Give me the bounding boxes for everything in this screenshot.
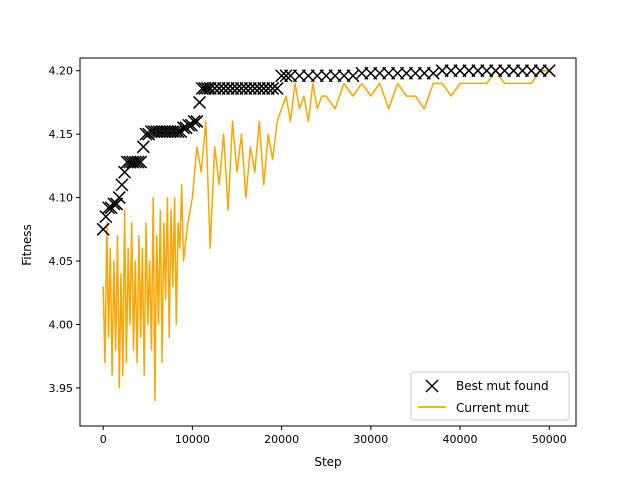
y-axis-label: Fitness	[20, 224, 34, 266]
best-mut-marker-stroke	[346, 69, 360, 83]
series-line-current-mut	[102, 69, 550, 402]
y-tick-label: 4.15	[49, 128, 74, 141]
plot-inner	[96, 64, 556, 402]
best-mut-marker	[104, 201, 118, 215]
best-mut-marker-stroke	[279, 69, 293, 83]
best-mut-marker-stroke	[187, 114, 201, 128]
best-mut-marker-stroke	[266, 81, 280, 95]
best-mut-marker	[174, 125, 188, 139]
x-tick-label: 40000	[443, 433, 478, 446]
best-mut-marker-stroke	[128, 155, 142, 169]
y-tick-label: 4.05	[49, 255, 74, 268]
best-mut-marker-stroke	[136, 140, 150, 154]
best-mut-marker	[118, 165, 132, 179]
best-mut-marker	[270, 81, 284, 95]
best-mut-marker-stroke	[174, 125, 188, 139]
y-tick-label: 4.00	[49, 318, 74, 331]
best-mut-marker	[168, 125, 182, 139]
best-mut-marker-stroke	[134, 155, 148, 169]
best-mut-marker	[134, 155, 148, 169]
best-mut-marker-stroke	[131, 155, 145, 169]
axes-border	[79, 57, 577, 427]
y-tick-label: 4.10	[49, 192, 74, 205]
best-mut-marker	[128, 155, 142, 169]
best-mut-marker	[136, 140, 150, 154]
best-mut-marker-stroke	[171, 125, 185, 139]
best-mut-marker-stroke	[102, 201, 116, 215]
best-mut-marker	[115, 178, 129, 192]
best-mut-marker-stroke	[115, 178, 129, 192]
x-tick-label: 10000	[175, 433, 210, 446]
best-mut-marker	[198, 81, 212, 95]
axes-frame	[79, 57, 577, 427]
y-axis-ticks: 3.95 4.00 4.05 4.10 4.15 4.20	[49, 65, 80, 395]
best-mut-marker-stroke	[190, 114, 204, 128]
best-mut-marker-stroke	[184, 118, 199, 132]
best-mut-marker-stroke	[104, 201, 118, 215]
best-mut-marker	[171, 125, 185, 139]
best-mut-marker	[96, 222, 110, 236]
legend-box	[410, 371, 570, 421]
best-mut-marker	[346, 69, 360, 83]
best-mut-marker	[279, 69, 293, 83]
y-tick-label: 4.20	[49, 65, 74, 78]
best-mut-marker	[182, 118, 196, 132]
x-tick-label: 30000	[353, 433, 388, 446]
best-mut-marker-stroke	[270, 81, 284, 95]
best-mut-marker	[266, 81, 280, 95]
best-mut-marker	[190, 114, 204, 128]
best-mut-marker	[102, 201, 116, 215]
best-mut-marker-stroke	[99, 210, 113, 224]
x-tick-label: 50000	[532, 433, 567, 446]
best-mut-marker-stroke	[426, 66, 440, 80]
legend-label-current-mut: Current mut	[456, 401, 529, 415]
x-axis-ticks: 0 10000 20000 30000 40000 50000	[100, 426, 567, 446]
y-tick-label: 3.95	[49, 382, 74, 395]
plot-area	[96, 64, 556, 402]
x-axis-label: Step	[314, 455, 341, 469]
best-mut-marker	[193, 95, 207, 109]
best-mut-marker-stroke	[96, 222, 110, 236]
best-mut-marker-stroke	[198, 81, 212, 95]
best-mut-marker	[426, 66, 440, 80]
best-mut-marker-stroke	[182, 118, 196, 132]
best-mut-marker-stroke	[118, 165, 132, 179]
x-tick-label: 20000	[264, 433, 299, 446]
x-tick-label: 0	[100, 433, 107, 446]
best-mut-marker	[99, 210, 113, 224]
best-mut-marker	[187, 114, 201, 128]
best-mut-marker	[542, 64, 556, 78]
best-mut-marker-stroke	[193, 95, 207, 109]
best-mut-marker-stroke	[112, 191, 126, 205]
best-mut-marker-stroke	[542, 64, 556, 78]
legend-marker-best-mut	[425, 379, 439, 393]
best-mut-marker-stroke	[168, 125, 182, 139]
best-mut-marker	[184, 118, 199, 132]
best-mut-marker	[112, 191, 126, 205]
legend-label-best-mut: Best mut found	[456, 379, 549, 393]
legend: Best mut found Current mut	[410, 371, 570, 421]
best-mut-marker	[131, 155, 145, 169]
